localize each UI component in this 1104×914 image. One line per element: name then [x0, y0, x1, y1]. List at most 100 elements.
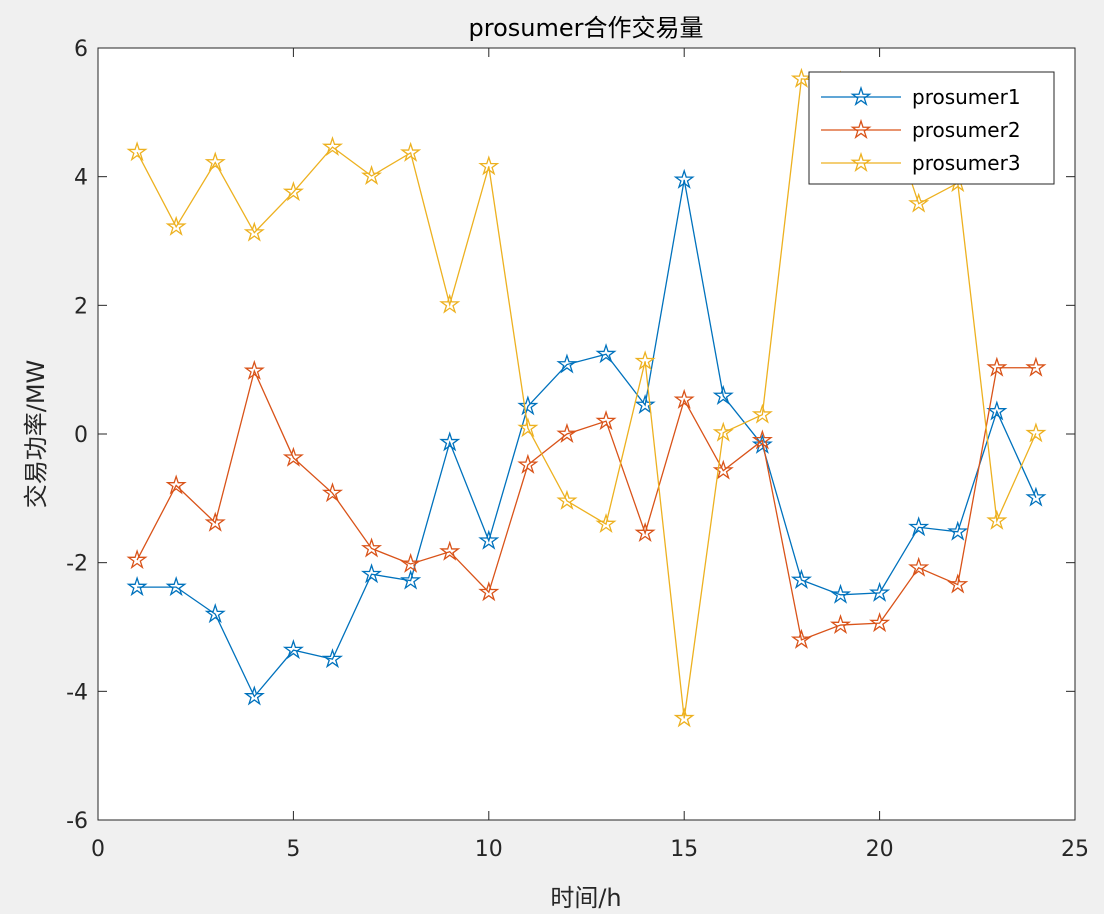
data-point [634, 393, 656, 415]
x-axis-label: 时间/h [550, 884, 621, 912]
data-point [869, 581, 891, 602]
y-tick-label: -2 [66, 552, 88, 577]
data-point [869, 612, 891, 633]
data-point [673, 168, 695, 189]
data-point [634, 350, 656, 371]
data-point [1025, 422, 1047, 443]
data-point [360, 563, 383, 584]
data-point [908, 192, 930, 213]
x-tick-label: 15 [670, 837, 698, 862]
data-point [282, 446, 304, 467]
data-point [712, 459, 734, 480]
data-point [673, 388, 695, 409]
legend-label: prosumer2 [912, 118, 1021, 142]
data-point [478, 581, 500, 602]
data-point [243, 685, 265, 706]
data-point [556, 489, 578, 510]
data-point [712, 384, 734, 406]
data-point [986, 400, 1008, 421]
data-point [595, 512, 617, 534]
x-tick-label: 20 [866, 837, 894, 862]
data-point [908, 516, 930, 537]
data-point [595, 343, 617, 364]
legend: prosumer1 prosumer2 prosumer3 [808, 71, 1055, 185]
data-point [478, 529, 500, 550]
data-point [361, 164, 383, 186]
y-tick-label: 6 [74, 37, 88, 62]
data-point [751, 429, 773, 450]
data-point [165, 474, 187, 495]
data-point [165, 576, 187, 597]
series-prosumer2 [126, 356, 1047, 649]
data-point [947, 520, 969, 541]
legend-item: prosumer2 [821, 118, 1021, 142]
legend-box [808, 71, 1055, 185]
data-point [790, 568, 813, 590]
x-tick-label: 10 [475, 837, 503, 862]
data-point [361, 537, 383, 558]
data-point [790, 67, 813, 88]
y-tick-label: -6 [66, 809, 88, 834]
data-point [790, 628, 813, 649]
data-point [595, 410, 617, 431]
data-point [204, 151, 226, 172]
data-point [634, 521, 656, 543]
data-point [947, 573, 969, 594]
data-point [517, 395, 539, 416]
data-point [673, 707, 695, 728]
data-point [517, 417, 539, 438]
data-point [282, 639, 304, 660]
data-point [321, 135, 344, 157]
x-tick-label: 0 [91, 837, 105, 862]
data-point [1025, 486, 1047, 507]
y-tick-label: 0 [74, 423, 88, 448]
data-point [243, 221, 265, 242]
data-point [400, 141, 422, 162]
data-point [478, 155, 500, 176]
series-line [136, 367, 1036, 641]
series-line [137, 179, 1037, 698]
data-point [751, 433, 773, 454]
data-point [751, 403, 773, 424]
data-point [439, 540, 461, 561]
legend-item: prosumer1 [821, 85, 1021, 109]
data-point [1025, 356, 1047, 377]
data-point [321, 482, 344, 503]
legend-item: prosumer3 [821, 151, 1021, 175]
data-point [243, 359, 265, 380]
data-point [439, 293, 461, 314]
legend-marker [850, 85, 872, 106]
data-point [126, 141, 148, 162]
data-point [986, 509, 1008, 530]
data-point [712, 421, 734, 442]
y-axis-label: 交易功率/MW [22, 360, 50, 509]
data-point [556, 422, 578, 443]
data-point [165, 215, 187, 236]
chart-title: prosumer合作交易量 [469, 14, 704, 42]
data-point [908, 556, 930, 577]
legend-label: prosumer1 [912, 85, 1021, 109]
data-point [986, 356, 1008, 377]
x-tick-label: 25 [1061, 837, 1089, 862]
data-point [126, 548, 148, 570]
data-point [204, 511, 226, 532]
data-point [282, 181, 304, 202]
legend-marker [850, 118, 872, 139]
y-tick-label: 4 [74, 166, 88, 191]
y-tick-label: 2 [74, 294, 88, 319]
data-point [439, 431, 461, 452]
legend-label: prosumer3 [912, 151, 1021, 175]
data-point [829, 583, 852, 604]
x-tick-label: 5 [286, 837, 300, 862]
axes-layer: 0 5 10 15 20 25 -6 -4 -2 0 2 4 6 [66, 37, 1089, 862]
data-point [204, 603, 226, 624]
data-point [321, 648, 344, 669]
series-prosumer1 [126, 168, 1047, 706]
y-tick-label: -4 [66, 680, 88, 705]
data-point [400, 552, 422, 573]
data-point [829, 613, 852, 635]
data-point [126, 576, 148, 597]
data-point [400, 569, 422, 590]
data-point [556, 353, 578, 374]
